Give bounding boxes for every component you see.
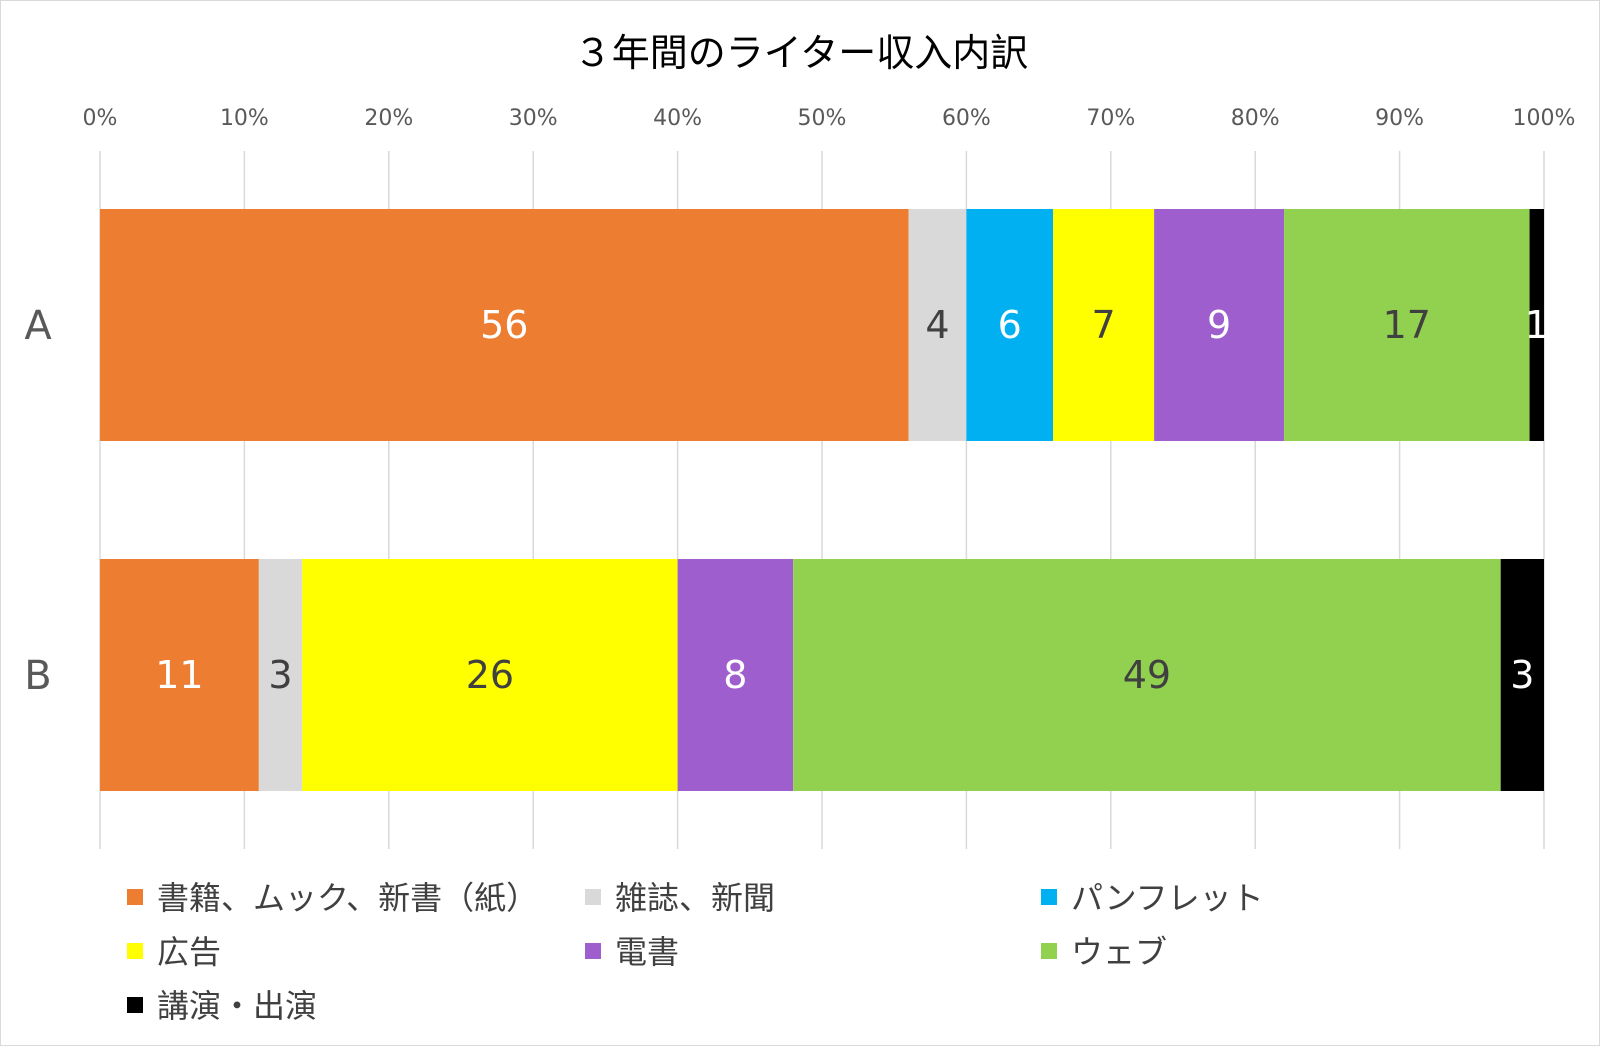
data-label: 3 [268,653,292,697]
data-label: 56 [480,303,528,347]
data-label: 11 [155,653,203,697]
data-label: 8 [723,653,747,697]
bar-segment-A-3 [966,209,1054,441]
data-labels: 56 4 6 7 9 17 111 3 26 8 49 3 [155,303,1549,697]
legend-swatch [585,943,601,959]
legend-swatch [127,997,143,1013]
data-label: 1 [1525,303,1549,347]
bar-segment-B-1 [100,559,259,791]
bar-segment-B-7 [1500,559,1544,791]
bar-segments [100,209,1544,791]
x-tick-label: 50% [798,106,847,131]
legend-swatch [585,889,601,905]
x-tick-label: 40% [653,106,702,131]
legend-label: 電書 [615,933,679,971]
legend-label: 雑誌、新聞 [615,879,775,917]
legend-label: ウェブ [1071,933,1167,971]
x-tick-label: 60% [942,106,991,131]
x-tick-label: 20% [364,106,413,131]
legend-label: 講演・出演 [157,987,317,1025]
legend-label: 書籍、ムック、新書（紙） [157,879,538,917]
chart-title: ３年間のライター収入内訳 [574,31,1028,75]
data-label: 3 [1510,653,1534,697]
bar-segment-B-6 [793,559,1501,791]
data-label: 9 [1207,303,1231,347]
category-label: B [24,653,51,699]
bar-segment-A-4 [1053,209,1155,441]
x-tick-label: 80% [1231,106,1280,131]
data-label: 4 [925,303,949,347]
data-label: 17 [1383,303,1431,347]
data-label: 7 [1091,303,1115,347]
legend-swatch [1041,943,1057,959]
bar-segment-A-2 [908,209,967,441]
bar-segment-A-6 [1284,209,1530,441]
x-tick-label: 10% [220,106,269,131]
data-label: 6 [998,303,1022,347]
data-label: 49 [1123,653,1171,697]
bar-segment-A-1 [100,209,909,441]
category-labels: AB [24,303,52,699]
category-label: A [24,303,52,349]
legend-label: パンフレット [1071,879,1264,917]
x-tick-label: 0% [83,106,118,131]
x-tick-label: 100% [1513,106,1576,131]
legend-swatch [127,889,143,905]
legend-swatch [1041,889,1057,905]
data-label: 26 [466,653,514,697]
bar-segment-B-4 [302,559,678,791]
bar-segment-B-2 [258,559,303,791]
x-tick-label: 90% [1375,106,1424,131]
x-tick-label: 30% [509,106,558,131]
legend-swatch [127,943,143,959]
x-tick-label: 70% [1086,106,1135,131]
legend-label: 広告 [157,933,221,971]
bar-segment-A-7 [1529,209,1544,441]
bar-segment-A-5 [1154,209,1285,441]
x-axis-ticks: 0% 10% 20% 30% 40% 50% 60% 70% 80% 90% 100% [83,106,1576,131]
bar-segment-B-5 [677,559,794,791]
